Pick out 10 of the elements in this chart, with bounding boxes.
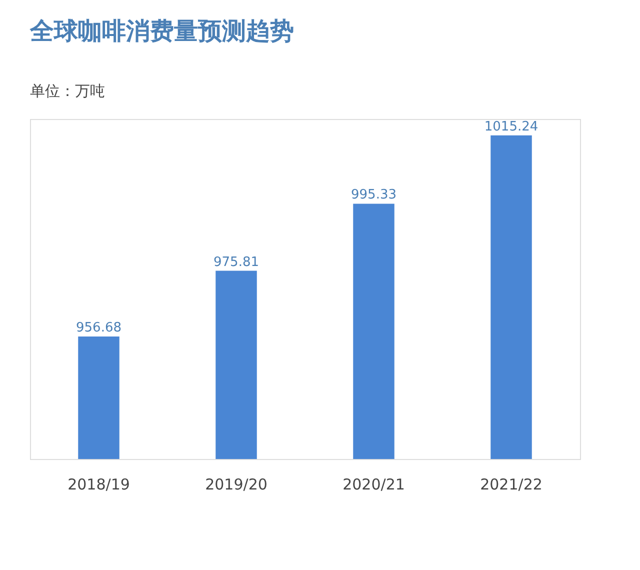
x-tick-label: 2021/22: [480, 476, 542, 494]
data-label: 995.33: [351, 188, 396, 203]
chart-subtitle: 单位：万吨: [30, 82, 105, 100]
data-label: 956.68: [76, 320, 122, 336]
x-tick-label: 2018/19: [68, 476, 130, 494]
x-tick-label: 2020/21: [342, 476, 405, 494]
data-label: 975.81: [214, 254, 259, 270]
x-tick-label: 2019/20: [205, 476, 268, 494]
chart-title: 全球咖啡消费量预测趋势: [29, 17, 294, 45]
data-label: 1015.24: [484, 119, 538, 134]
